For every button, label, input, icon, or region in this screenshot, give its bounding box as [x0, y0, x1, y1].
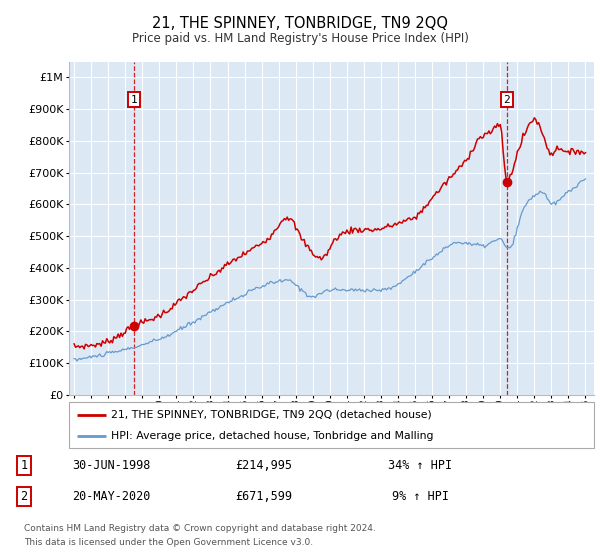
Text: 21, THE SPINNEY, TONBRIDGE, TN9 2QQ (detached house): 21, THE SPINNEY, TONBRIDGE, TN9 2QQ (det… [111, 409, 432, 419]
Text: Contains HM Land Registry data © Crown copyright and database right 2024.: Contains HM Land Registry data © Crown c… [24, 524, 376, 533]
Text: 34% ↑ HPI: 34% ↑ HPI [388, 459, 452, 472]
Text: 30-JUN-1998: 30-JUN-1998 [72, 459, 150, 472]
Text: 9% ↑ HPI: 9% ↑ HPI [392, 490, 449, 503]
Text: 21, THE SPINNEY, TONBRIDGE, TN9 2QQ: 21, THE SPINNEY, TONBRIDGE, TN9 2QQ [152, 16, 448, 31]
Text: 1: 1 [20, 459, 28, 472]
Text: HPI: Average price, detached house, Tonbridge and Malling: HPI: Average price, detached house, Tonb… [111, 431, 433, 441]
Text: 20-MAY-2020: 20-MAY-2020 [72, 490, 150, 503]
Text: £214,995: £214,995 [235, 459, 293, 472]
Text: Price paid vs. HM Land Registry's House Price Index (HPI): Price paid vs. HM Land Registry's House … [131, 32, 469, 45]
FancyBboxPatch shape [69, 402, 594, 448]
Text: 2: 2 [20, 490, 28, 503]
Text: £671,599: £671,599 [235, 490, 293, 503]
Text: 1: 1 [130, 95, 137, 105]
Text: 2: 2 [503, 95, 510, 105]
Text: This data is licensed under the Open Government Licence v3.0.: This data is licensed under the Open Gov… [24, 538, 313, 547]
